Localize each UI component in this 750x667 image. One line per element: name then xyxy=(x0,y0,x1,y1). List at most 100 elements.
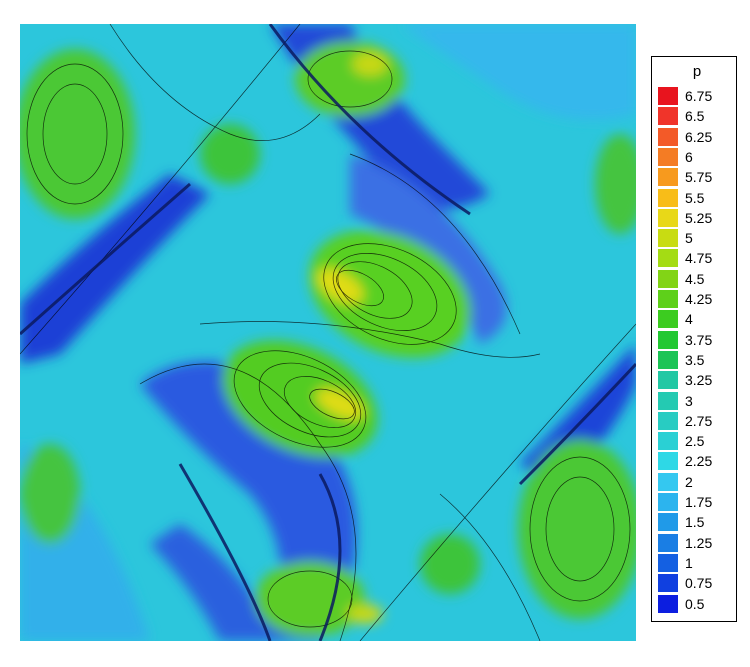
legend-swatch xyxy=(658,249,678,268)
legend-swatch xyxy=(658,411,678,430)
legend-label: 2.25 xyxy=(685,453,713,470)
legend-label: 5.75 xyxy=(685,169,713,186)
legend-entry: 3.5 xyxy=(658,350,705,369)
legend-label: 3.5 xyxy=(685,351,705,368)
high-region xyxy=(222,340,378,458)
legend-swatch xyxy=(658,127,678,146)
legend-entry: 5.5 xyxy=(658,188,705,207)
legend-swatch xyxy=(658,350,678,369)
legend-entry: 2 xyxy=(658,472,693,491)
legend-title: p xyxy=(692,63,702,80)
legend-label: 1 xyxy=(685,554,693,571)
contour-lines xyxy=(20,24,636,641)
legend-label: 1.75 xyxy=(685,494,713,510)
legend-swatch xyxy=(658,310,678,329)
legend-label: 6.25 xyxy=(685,128,713,145)
legend-swatch xyxy=(658,208,678,227)
peak-region xyxy=(352,52,388,76)
high-region xyxy=(20,49,135,219)
legend-swatch xyxy=(658,472,678,491)
legend-entry: 4 xyxy=(658,310,693,329)
legend-label: 0.75 xyxy=(685,575,713,592)
legend-entry: 4.25 xyxy=(658,290,712,308)
colorbar-legend: p 6.75 6.5 6.25 6 5.75 5.5 5.25 5 4.75 4.5 4.25 4 3.… xyxy=(651,56,737,622)
legend-swatch xyxy=(658,330,678,349)
legend-entry: 0.75 xyxy=(658,574,713,593)
legend-label: 6.5 xyxy=(685,108,705,125)
legend-label: 4.25 xyxy=(685,291,713,307)
legend-swatch xyxy=(658,432,678,451)
legend-swatch xyxy=(658,107,678,126)
legend-swatch xyxy=(658,391,678,410)
legend-swatch xyxy=(658,371,678,390)
legend-entry: 5.75 xyxy=(658,168,713,187)
high-region xyxy=(309,230,471,358)
legend-label: 6 xyxy=(685,148,693,165)
legend-label: 5.25 xyxy=(685,209,713,226)
legend-swatch xyxy=(658,553,678,572)
legend-swatch xyxy=(658,269,678,288)
legend-entry: 1 xyxy=(658,553,693,572)
peak-region xyxy=(347,604,383,624)
pressure-contour-plot xyxy=(20,24,636,641)
legend-swatch xyxy=(658,594,678,613)
legend-swatch xyxy=(658,168,678,187)
low-band xyxy=(20,174,210,364)
legend-entry: 1.25 xyxy=(658,533,713,552)
high-region xyxy=(20,444,80,544)
legend-swatch xyxy=(658,574,678,593)
legend-label: 1.25 xyxy=(685,534,713,551)
high-region xyxy=(518,439,636,619)
legend-swatch xyxy=(658,493,678,511)
legend-entry: 2.5 xyxy=(658,432,705,451)
legend-entry: 4.5 xyxy=(658,269,705,288)
legend-entry: 6.5 xyxy=(658,107,705,126)
legend-entry: 3 xyxy=(658,391,693,410)
legend-label: 2 xyxy=(685,473,693,490)
legend-label: 5.5 xyxy=(685,189,705,206)
legend-label: 0.5 xyxy=(685,595,705,612)
high-region xyxy=(295,41,405,117)
legend-entry: 5 xyxy=(658,229,693,248)
legend-label: 6.75 xyxy=(685,88,713,104)
legend-label: 4.5 xyxy=(685,270,705,287)
legend-swatch xyxy=(658,290,678,308)
high-region xyxy=(595,134,636,234)
legend-entry: 3.25 xyxy=(658,371,713,390)
legend-label: 4 xyxy=(685,311,693,328)
peak-region xyxy=(316,268,364,304)
low-band xyxy=(150,524,280,641)
legend-swatch xyxy=(658,229,678,248)
legend-entry: 1.5 xyxy=(658,513,705,532)
legend-label: 1.5 xyxy=(685,514,705,531)
legend-swatch xyxy=(658,87,678,105)
field-regions xyxy=(20,24,636,641)
legend-swatch xyxy=(658,513,678,532)
high-region xyxy=(420,534,480,594)
legend-entry: 3.75 xyxy=(658,330,713,349)
legend-entry: 1.75 xyxy=(658,493,712,511)
legend-label: 5 xyxy=(685,230,693,247)
shock-lines xyxy=(20,24,636,641)
legend-entry: 6.75 xyxy=(658,87,712,105)
legend-swatch xyxy=(658,452,678,471)
legend-swatch xyxy=(658,188,678,207)
high-region xyxy=(200,124,260,184)
legend-entry: 6.25 xyxy=(658,127,713,146)
legend-entry: 2.75 xyxy=(658,411,713,430)
legend-entry: 0.5 xyxy=(658,594,705,613)
legend-entry: 6 xyxy=(658,147,693,166)
legend-label: 2.5 xyxy=(685,433,705,450)
high-region xyxy=(255,561,365,637)
legend-entry: 5.25 xyxy=(658,208,713,227)
legend-swatch xyxy=(658,533,678,552)
legend-label: 3.25 xyxy=(685,372,713,389)
legend-label: 3 xyxy=(685,392,693,409)
legend-entry: 2.25 xyxy=(658,452,713,471)
legend-label: 4.75 xyxy=(685,250,713,267)
peak-region xyxy=(315,388,365,420)
legend-entry: 4.75 xyxy=(658,249,713,268)
legend-label: 2.75 xyxy=(685,412,713,429)
legend-label: 3.75 xyxy=(685,331,713,348)
mid-region xyxy=(400,24,636,120)
